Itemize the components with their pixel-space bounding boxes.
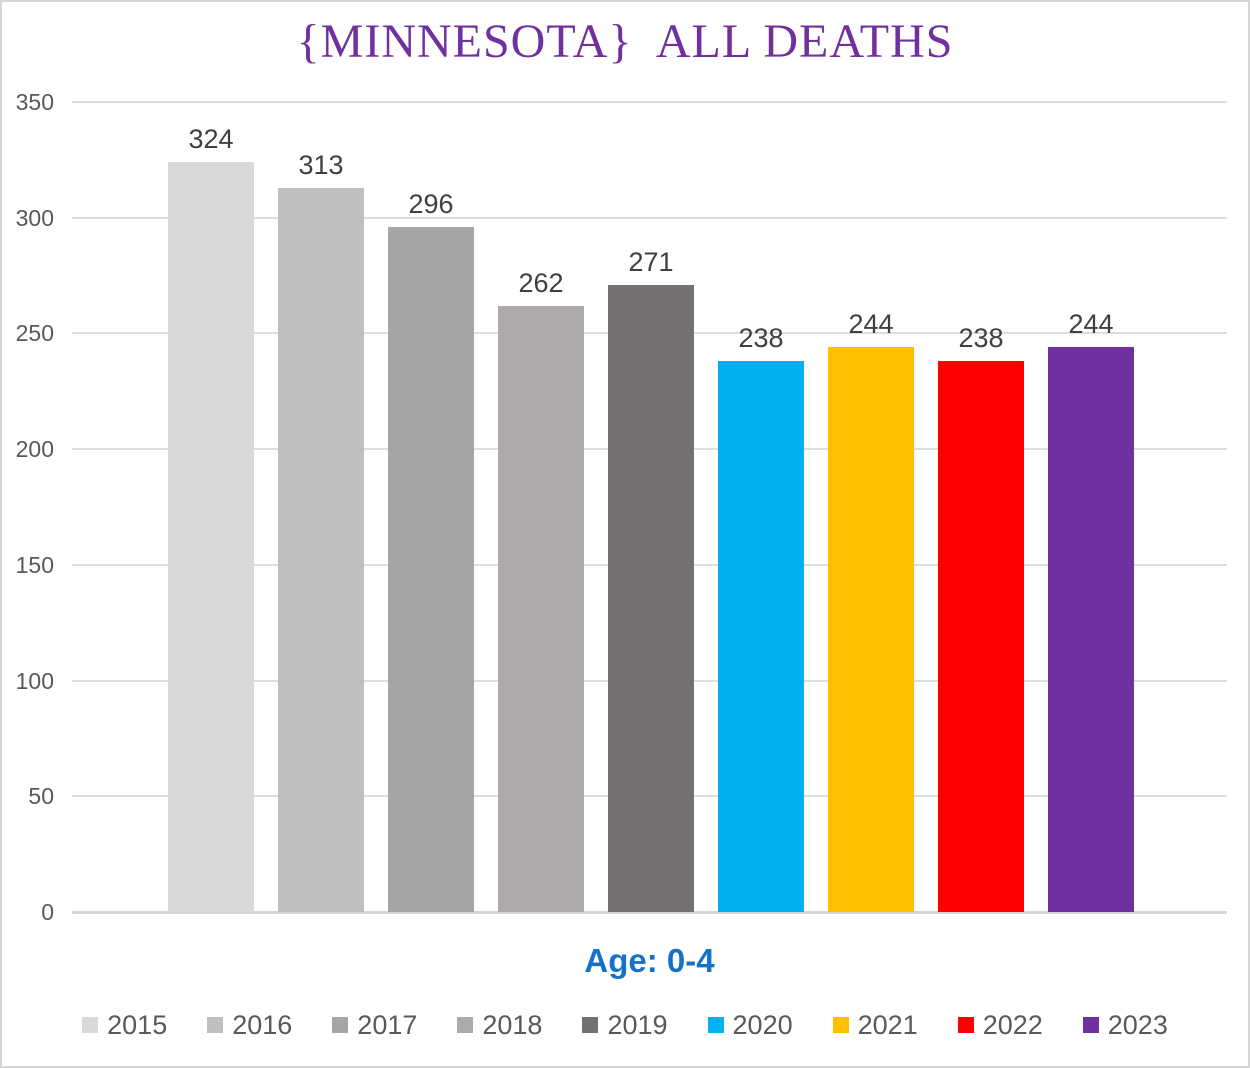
legend-item-2018: 2018 — [457, 1010, 542, 1040]
bar-2023 — [1048, 347, 1134, 912]
legend-label-2018: 2018 — [482, 1010, 543, 1040]
bar-2018 — [498, 305, 584, 912]
legend-item-2023: 2023 — [1082, 1010, 1168, 1040]
legend-label-2016: 2016 — [232, 1010, 293, 1040]
legend-swatch-2020 — [707, 1017, 724, 1033]
y-tick-250: 250 — [15, 320, 54, 347]
bar-value-2022: 238 — [958, 323, 1004, 354]
plot-area: 324 313 296 262 271 238 244 238 244 — [72, 101, 1227, 914]
bar-2020 — [718, 361, 804, 912]
bar-value-2016: 313 — [298, 149, 344, 180]
legend-label-2021: 2021 — [857, 1010, 918, 1040]
gridline-350 — [72, 101, 1227, 103]
gridline-300 — [72, 216, 1227, 219]
bar-2022 — [938, 361, 1024, 912]
bar-value-2017: 296 — [408, 188, 454, 219]
bar-value-2021: 244 — [848, 309, 894, 340]
legend-item-2019: 2019 — [582, 1010, 668, 1040]
chart-title: {MINNESOTA} ALL DEATHS — [296, 15, 954, 68]
legend-label-2023: 2023 — [1107, 1010, 1168, 1040]
bar-value-2019: 271 — [628, 246, 674, 277]
legend-item-2016: 2016 — [207, 1010, 292, 1040]
legend-swatch-2018 — [457, 1017, 474, 1033]
y-tick-150: 150 — [15, 551, 54, 578]
bar-2019 — [608, 284, 694, 912]
x-axis-line — [72, 911, 1227, 914]
legend-item-2020: 2020 — [707, 1010, 793, 1040]
legend-label-2019: 2019 — [607, 1010, 668, 1040]
bar-value-2015: 324 — [188, 124, 234, 155]
legend-item-2022: 2022 — [957, 1010, 1043, 1040]
y-tick-350: 350 — [15, 89, 54, 115]
bar-2021 — [828, 347, 914, 912]
bar-2017 — [388, 226, 474, 912]
legend-item-2015: 2015 — [82, 1010, 167, 1040]
legend-swatch-2021 — [832, 1017, 849, 1033]
legend-label-2017: 2017 — [357, 1010, 418, 1040]
legend-label-2015: 2015 — [107, 1010, 168, 1040]
legend-label-2020: 2020 — [732, 1010, 793, 1040]
bar-value-2018: 262 — [518, 267, 564, 298]
legend-swatch-2023 — [1082, 1017, 1099, 1033]
age-group-label: Age: 0-4 — [584, 942, 715, 979]
legend-swatch-2015 — [82, 1017, 99, 1033]
legend-swatch-2016 — [207, 1017, 224, 1033]
legend-swatch-2017 — [332, 1017, 349, 1033]
bar-2016 — [278, 187, 364, 912]
y-tick-0: 0 — [41, 899, 54, 925]
y-tick-300: 300 — [15, 204, 54, 231]
bar-value-2023: 244 — [1068, 309, 1114, 340]
legend: 2015 2016 2017 2018 2019 2020 2021 2022 2023 — [2, 1010, 1248, 1040]
legend-swatch-2022 — [957, 1017, 974, 1033]
legend-item-2017: 2017 — [332, 1010, 417, 1040]
bar-2015 — [168, 162, 254, 912]
y-tick-50: 50 — [28, 783, 54, 810]
y-tick-200: 200 — [15, 436, 54, 463]
legend-label-2022: 2022 — [982, 1010, 1043, 1040]
legend-item-2021: 2021 — [832, 1010, 918, 1040]
y-tick-100: 100 — [15, 667, 54, 694]
bar-value-2020: 238 — [738, 323, 784, 354]
legend-swatch-2019 — [582, 1017, 599, 1033]
